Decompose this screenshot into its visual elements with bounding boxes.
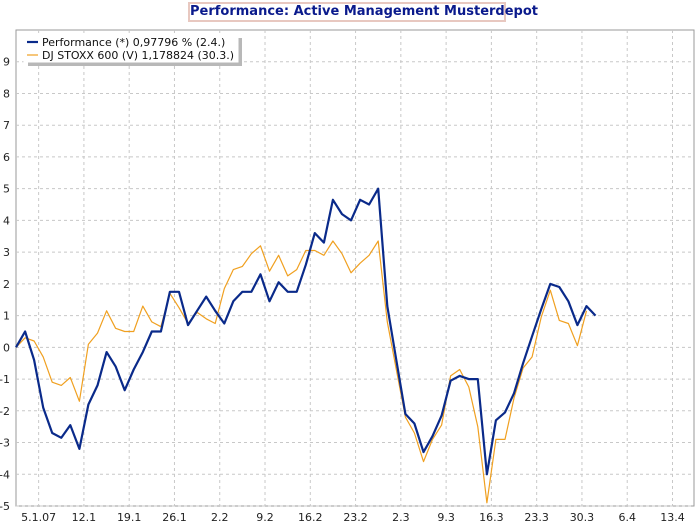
x-tick-label: 19.1 [117, 511, 142, 524]
y-tick-label: 1 [3, 310, 10, 323]
y-tick-label: -5 [0, 500, 10, 513]
x-tick-label: 2.2 [211, 511, 229, 524]
x-tick-label: 16.3 [479, 511, 504, 524]
x-tick-label: 30.3 [570, 511, 595, 524]
x-tick-label: 12.1 [72, 511, 97, 524]
y-tick-label: 7 [3, 119, 10, 132]
y-tick-label: 9 [3, 56, 10, 69]
legend-label-1: DJ STOXX 600 (V) 1,178824 (30.3.) [42, 49, 234, 62]
y-tick-label: -4 [0, 468, 10, 481]
x-tick-label: 23.3 [524, 511, 549, 524]
series-line-1 [15, 240, 588, 504]
y-tick-label: 5 [3, 183, 10, 196]
y-tick-label: 8 [3, 87, 10, 100]
y-tick-label: 0 [3, 341, 10, 354]
legend-label-0: Performance (*) 0,97796 % (2.4.) [42, 36, 225, 49]
x-tick-label: 5.1.07 [21, 511, 56, 524]
y-tick-label: -2 [0, 405, 10, 418]
x-tick-label: 13.4 [660, 511, 685, 524]
y-tick-label: 3 [3, 246, 10, 259]
y-tick-label: 4 [3, 214, 10, 227]
x-tick-label: 9.3 [437, 511, 455, 524]
y-tick-label: 2 [3, 278, 10, 291]
x-tick-label: 26.1 [162, 511, 187, 524]
chart-title: Performance: Active Management Musterdep… [188, 2, 538, 22]
y-tick-label: -1 [0, 373, 10, 386]
y-tick-label: 6 [3, 151, 10, 164]
x-tick-label: 16.2 [298, 511, 323, 524]
y-tick-label: -3 [0, 437, 10, 450]
x-tick-label: 6.4 [618, 511, 636, 524]
x-tick-label: 23.2 [343, 511, 368, 524]
series-line-0 [15, 187, 597, 476]
x-tick-label: 2.3 [392, 511, 410, 524]
x-tick-label: 9.2 [256, 511, 274, 524]
legend-box [23, 33, 239, 63]
